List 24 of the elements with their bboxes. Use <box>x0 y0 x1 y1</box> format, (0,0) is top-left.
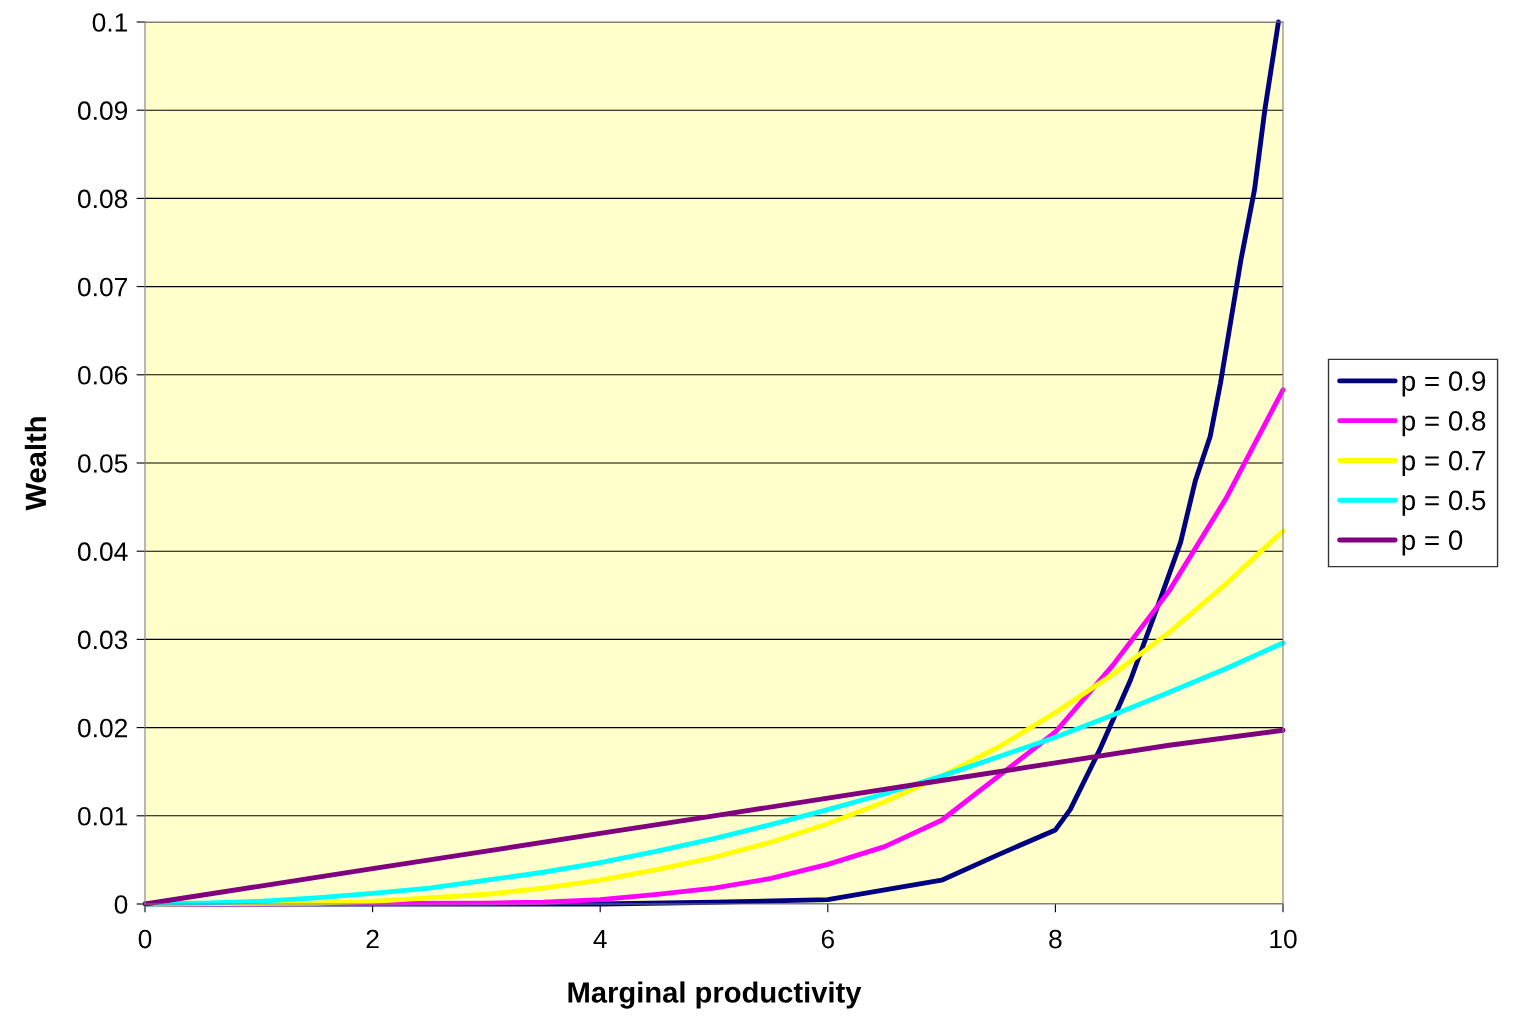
y-tick-label: 0.07 <box>78 277 128 297</box>
x-tick-label: 6 <box>821 929 834 949</box>
x-axis-title: Marginal productivity <box>568 981 862 1009</box>
x-tick-label: 2 <box>366 929 379 949</box>
y-axis-title: Wealth <box>24 417 47 511</box>
legend-label: p = 0 <box>1402 530 1463 556</box>
y-tick-label: 0.04 <box>78 542 128 562</box>
y-tick-label: 0.05 <box>78 454 128 473</box>
legend-label: p = 0.7 <box>1402 450 1486 476</box>
legend-label: p = 0.5 <box>1402 490 1486 516</box>
legend-label: p = 0.8 <box>1402 411 1486 437</box>
y-tick-label: 0 <box>114 895 128 914</box>
x-tick-label: 4 <box>593 929 607 949</box>
x-tick-label: 0 <box>138 929 152 949</box>
y-tick-label: 0.08 <box>78 189 128 209</box>
y-tick-label: 0.1 <box>92 13 128 32</box>
y-tick-label: 0.09 <box>78 101 128 121</box>
y-tick-label: 0.01 <box>78 806 128 826</box>
legend-label: p = 0.9 <box>1402 371 1486 397</box>
x-tick-label: 10 <box>1270 929 1297 949</box>
y-tick-label: 0.02 <box>78 718 128 738</box>
y-tick-label: 0.03 <box>78 630 128 650</box>
y-tick-label: 0.06 <box>78 365 128 385</box>
x-tick-label: 8 <box>1049 929 1062 949</box>
